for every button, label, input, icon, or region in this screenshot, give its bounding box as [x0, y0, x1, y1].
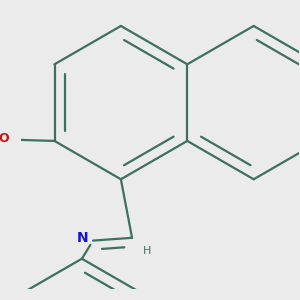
Text: O: O: [0, 133, 8, 146]
Text: H: H: [143, 246, 152, 256]
Text: N: N: [77, 231, 89, 245]
